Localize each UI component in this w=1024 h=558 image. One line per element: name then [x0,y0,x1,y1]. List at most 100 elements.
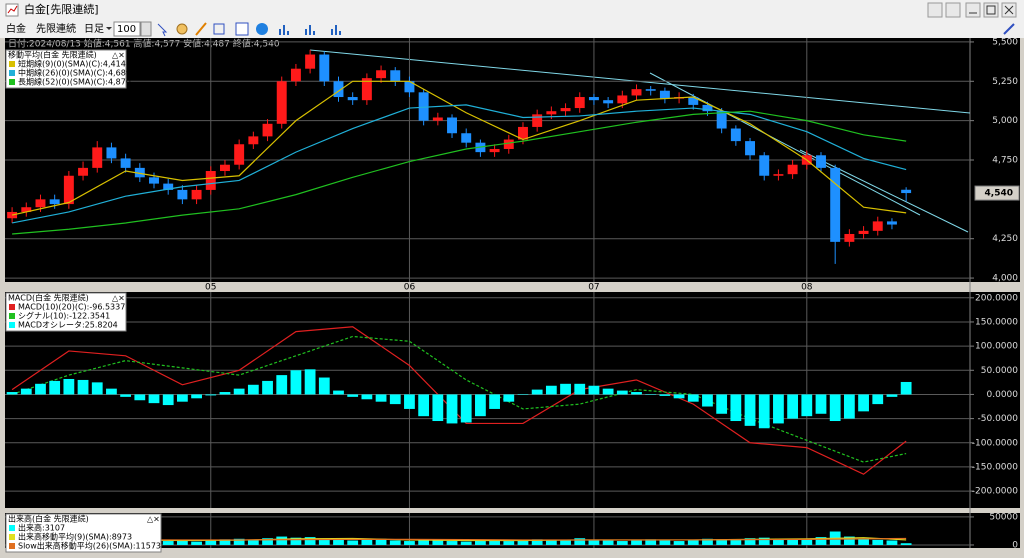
legend-entry: Slow出来高移動平均(26)(SMA):11573 [18,541,161,551]
zoom-tool[interactable] [213,23,225,35]
bar [886,540,898,545]
candle-body [219,164,230,172]
bar [233,388,245,395]
hand-tool[interactable] [176,23,188,35]
legend-title: 出来高(白金 先限連続) [8,514,89,524]
count-input[interactable] [113,21,141,37]
bar [247,384,259,395]
candle-body [49,199,60,205]
legend-swatch [9,304,15,310]
legend-controls[interactable]: △× [147,515,160,524]
candle-body [390,70,401,82]
bar [787,394,799,419]
minimize-button[interactable] [965,2,981,18]
legend-title: MACD(白金 先限連続) [8,293,89,303]
settings-tool[interactable] [1003,23,1015,35]
link-button[interactable] [945,2,961,18]
last-price-label: 4,540 [985,189,1013,199]
series-line [12,110,907,235]
bar [418,394,430,417]
refresh-tool[interactable] [256,23,268,35]
count-value[interactable]: 100 [117,24,136,35]
candle-body [191,189,202,200]
series-line [11,104,907,224]
bar [545,385,557,395]
bar [829,394,841,422]
series-line [11,80,907,216]
bar [517,394,529,395]
maximize-glyph [986,5,996,15]
candle-body [773,174,784,176]
chart-type-tool-3[interactable] [331,25,341,35]
period-dropdown[interactable] [106,27,112,30]
period-label[interactable]: 日足 [84,23,104,35]
bar [404,394,415,409]
bar [503,541,515,545]
y-tick-label: 5,250 [992,77,1018,87]
bar [588,539,600,545]
bar [205,540,217,545]
window-buttons[interactable] [927,2,1017,18]
indicator-tool[interactable] [235,22,249,36]
bar [815,537,827,545]
legend-controls[interactable]: △× [112,294,125,303]
bar [659,540,671,545]
bar [460,541,472,545]
bar [432,540,444,545]
bar [673,541,685,545]
toolbar [0,20,1024,38]
bar [290,370,302,395]
legend-controls[interactable]: △× [112,51,125,60]
y-tick-label: 50.0000 [981,366,1018,376]
bar [702,538,713,545]
y-tick-label: 0 [1012,540,1018,550]
chart-type-tool-2[interactable] [305,25,315,35]
contract-label[interactable]: 先限連続 [36,22,76,35]
bar [49,380,61,395]
candle-body [659,90,670,99]
cursor-tool[interactable] [157,23,168,37]
y-tick-label: 150.0000 [975,317,1018,327]
bar [574,538,586,545]
candle-body [361,78,372,101]
bar [687,539,699,545]
bar [219,539,231,545]
y-tick-label: 5,500 [992,37,1018,47]
bar [6,392,18,395]
candle-body [759,155,770,176]
bar [63,378,75,395]
bar [446,394,458,424]
legend-entry: MACD(10)(20)(C):-96.5337 [18,303,125,312]
candle-body [872,221,883,231]
pin-button[interactable] [927,2,943,18]
candle-body [63,175,74,205]
pen-tool[interactable] [195,22,207,36]
legend-swatch [9,534,15,540]
count-spinner[interactable] [140,21,152,37]
bar [631,392,642,395]
window-title: 白金[先限連続] [24,2,99,16]
bar [191,394,202,399]
legend-entry: 長期線(52)(0)(SMA)(C):4,870 [18,77,131,87]
candle-body [730,128,741,142]
y-tick-label: 50000 [989,512,1018,522]
maximize-button[interactable] [983,2,999,18]
chart-type-tool[interactable] [279,25,289,35]
bar [716,394,728,414]
symbol-label[interactable]: 白金 [6,22,26,35]
legend-box [5,292,127,332]
tool-icons[interactable] [157,22,1015,37]
bar [872,394,884,405]
legend-box [5,49,127,89]
y-tick-label: 4,750 [992,156,1018,166]
y-tick-label: -200.0000 [972,487,1018,497]
candle-body [617,95,628,104]
bar [162,394,174,406]
candle-body [901,189,912,194]
bar [616,390,628,395]
candle-body [106,147,117,159]
candle-body [305,54,316,69]
legend-entry: 出来高移動平均(9)(SMA):8973 [18,532,132,542]
y-tick-label: 0.0000 [987,390,1019,400]
